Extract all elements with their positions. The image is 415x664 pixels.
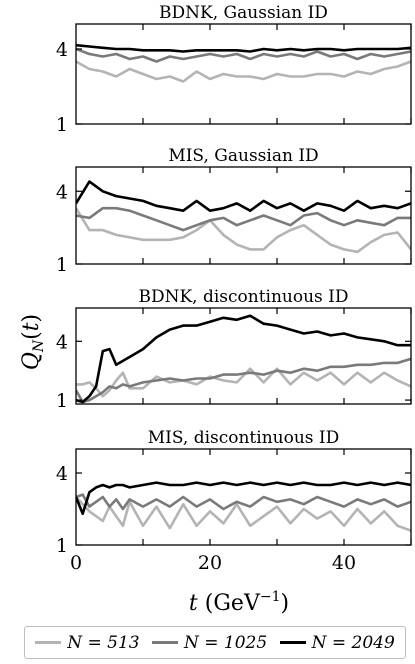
y-tick-label: 1 bbox=[56, 114, 68, 136]
panel-1: BDNK, Gaussian ID 4 1 bbox=[56, 3, 412, 136]
plot-frame bbox=[75, 166, 412, 265]
panel-title: BDNK, Gaussian ID bbox=[159, 3, 328, 23]
series-line-2 bbox=[76, 47, 411, 63]
legend-item-2: N = 1025 bbox=[151, 632, 268, 653]
panel-title: MIS, Gaussian ID bbox=[168, 146, 318, 166]
plot-frame bbox=[75, 448, 412, 546]
series-line-3 bbox=[76, 180, 411, 212]
x-tick-label: 20 bbox=[198, 552, 222, 574]
y-tick-label: 4 bbox=[56, 181, 68, 203]
plot-frame bbox=[75, 23, 412, 125]
panel-3: BDNK, discontinuous ID 4 1 bbox=[56, 287, 412, 412]
legend-swatch bbox=[279, 641, 306, 644]
legend-swatch bbox=[151, 641, 178, 644]
y-tick-label: 4 bbox=[56, 331, 68, 353]
y-tick-label: 1 bbox=[56, 535, 68, 557]
panel-title: MIS, discontinuous ID bbox=[148, 428, 340, 448]
series-line-3 bbox=[76, 481, 411, 516]
y-axis-label: QN(t) bbox=[19, 314, 47, 370]
x-tick-label: 0 bbox=[70, 552, 82, 574]
panel-4: MIS, discontinuous ID 4 10 20 40 bbox=[56, 428, 412, 574]
legend-swatch bbox=[35, 641, 62, 644]
x-tick-label: 40 bbox=[332, 552, 356, 574]
legend-label: N = 1025 bbox=[183, 632, 268, 653]
series-line-1 bbox=[76, 367, 411, 398]
series-line-1 bbox=[76, 207, 411, 254]
y-tick-label: 4 bbox=[56, 463, 68, 485]
legend-item-1: N = 513 bbox=[35, 632, 140, 653]
legend-label: N = 2049 bbox=[311, 632, 395, 653]
series-line-1 bbox=[76, 60, 411, 83]
y-tick-label: 1 bbox=[56, 254, 68, 276]
y-tick-label: 1 bbox=[56, 390, 68, 412]
panel-title: BDNK, discontinuous ID bbox=[138, 287, 348, 307]
legend: N = 513 N = 1025 N = 2049 bbox=[24, 626, 406, 659]
series-line-3 bbox=[76, 43, 411, 53]
series-line-2 bbox=[76, 357, 411, 404]
series-line-1 bbox=[76, 496, 411, 532]
legend-label: N = 513 bbox=[67, 632, 140, 653]
legend-item-3: N = 2049 bbox=[279, 632, 395, 653]
plot-frame bbox=[75, 307, 412, 405]
series-line-2 bbox=[76, 493, 411, 511]
y-tick-label: 4 bbox=[56, 39, 68, 61]
series-line-3 bbox=[76, 314, 411, 404]
series-line-2 bbox=[76, 206, 411, 232]
panel-2: MIS, Gaussian ID 4 1 bbox=[56, 146, 412, 276]
x-axis-label: t (GeV−1) bbox=[189, 589, 289, 616]
